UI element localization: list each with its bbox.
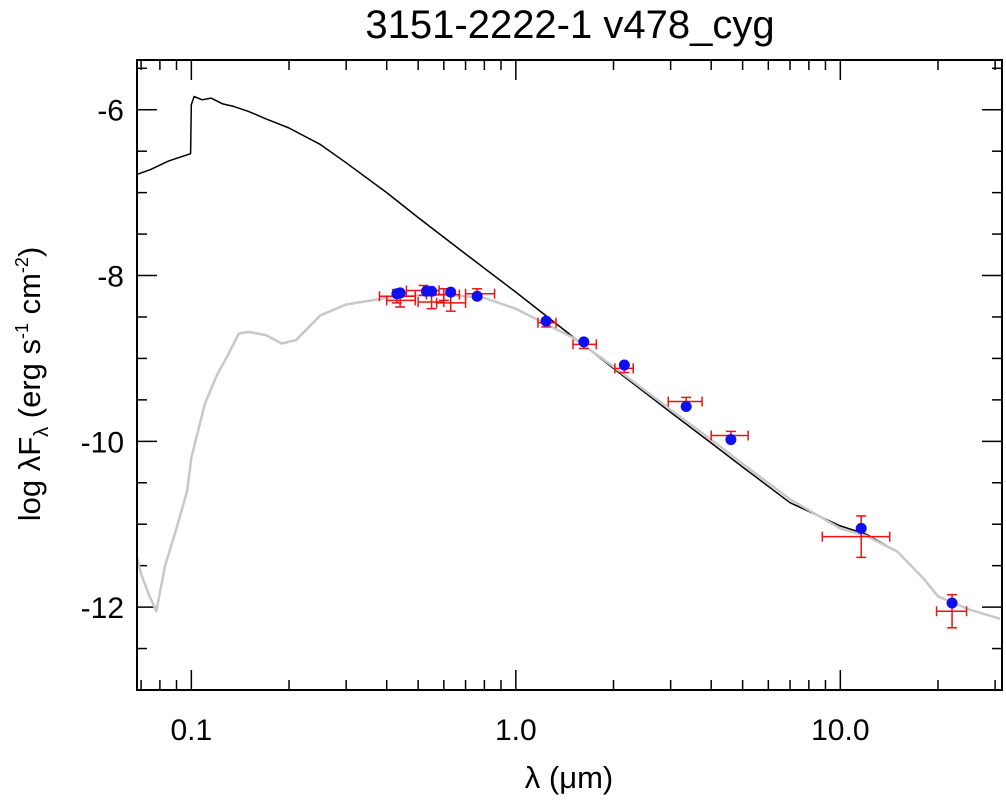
y-tick-label: -6: [97, 95, 124, 128]
synthetic-flux-point: [855, 522, 867, 534]
axis-ticks: [137, 60, 1002, 691]
reddened-model-line: [135, 293, 1001, 620]
observed-flux-errorbar: [417, 294, 445, 310]
plot-area: [135, 95, 1001, 629]
synthetic-flux-point: [426, 285, 438, 297]
x-tick-label: 1.0: [495, 714, 537, 747]
y-tick-label: -8: [97, 261, 124, 294]
synthetic-flux-point: [946, 597, 958, 609]
y-axis-label: log λFλ (erg s-1 cm-2): [12, 247, 53, 522]
model-spectrum-line: [136, 95, 1000, 620]
synthetic-flux-point: [394, 287, 406, 299]
synthetic-flux-point: [540, 315, 552, 327]
synthetic-flux-point: [445, 286, 457, 298]
x-tick-labels: 0.1 1.0 10.0: [170, 714, 869, 747]
chart-title: 3151-2222-1 v478_cyg: [365, 3, 774, 47]
synthetic-flux-point: [725, 434, 737, 446]
y-tick-label: -12: [81, 592, 124, 625]
plot-frame: [136, 59, 1003, 691]
synthetic-flux-point: [578, 336, 590, 348]
y-tick-label: -10: [81, 426, 124, 459]
x-axis-label: λ (μm): [525, 760, 613, 795]
synthetic-flux-point: [618, 359, 630, 371]
synthetic-flux-point: [680, 401, 692, 412]
synthetic-flux-point: [471, 290, 483, 302]
y-tick-labels: -6 -8 -10 -12: [81, 95, 124, 625]
observed-flux-errorbar: [821, 515, 891, 559]
x-tick-label: 0.1: [170, 714, 212, 747]
x-tick-label: 10.0: [811, 714, 869, 747]
